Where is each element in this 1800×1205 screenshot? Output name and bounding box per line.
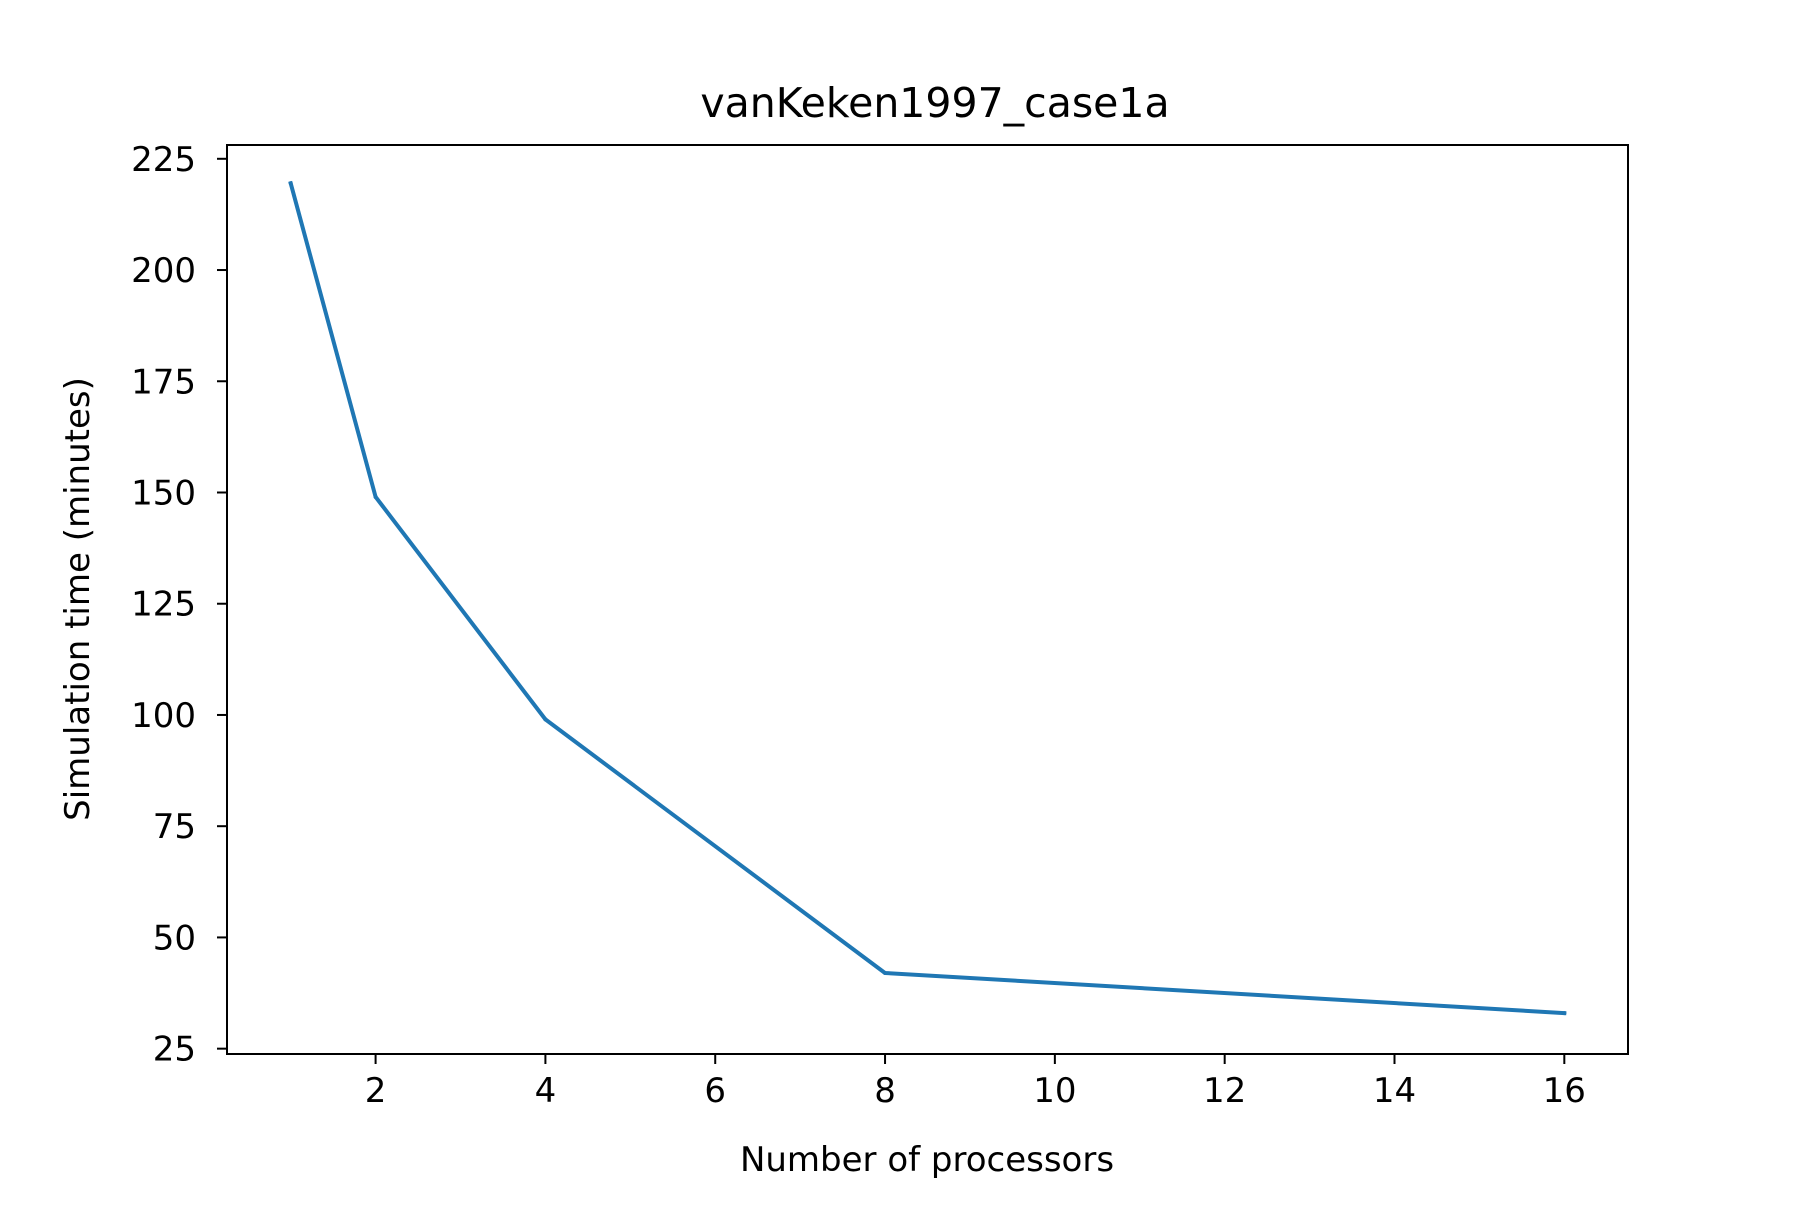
y-axis: 25 50 75 100 125 150 175 200 225	[131, 140, 227, 1070]
chart-title: vanKeken1997_case1a	[700, 79, 1169, 127]
y-tick-label: 50	[153, 918, 196, 958]
x-tick-label: 14	[1373, 1071, 1416, 1111]
y-tick-label: 75	[153, 807, 196, 847]
data-point	[883, 971, 888, 976]
data-point	[288, 181, 293, 186]
plot-area-frame	[226, 144, 1629, 1055]
y-tick-label: 225	[131, 140, 196, 180]
y-tick-label: 175	[131, 362, 196, 402]
y-tick-label: 25	[153, 1030, 196, 1070]
data-point	[373, 494, 378, 499]
y-tick-label: 200	[131, 251, 196, 291]
x-tick-label: 16	[1543, 1071, 1586, 1111]
x-axis: 2 4 6 8 10 12 14 16	[365, 1054, 1586, 1111]
y-tick-label: 150	[131, 473, 196, 513]
series-layer	[288, 180, 1567, 1016]
x-tick-label: 4	[535, 1071, 557, 1111]
x-tick-label: 8	[874, 1071, 896, 1111]
x-tick-label: 2	[365, 1071, 387, 1111]
data-point	[543, 717, 548, 722]
data-point	[1562, 1011, 1567, 1016]
x-tick-label: 12	[1203, 1071, 1246, 1111]
series-line	[288, 180, 1567, 1016]
x-tick-label: 10	[1033, 1071, 1076, 1111]
x-axis-label: Number of processors	[740, 1140, 1114, 1180]
y-axis-label: Simulation time (minutes)	[58, 377, 98, 821]
x-tick-label: 6	[704, 1071, 726, 1111]
y-tick-label: 100	[131, 696, 196, 736]
y-tick-label: 125	[131, 585, 196, 625]
